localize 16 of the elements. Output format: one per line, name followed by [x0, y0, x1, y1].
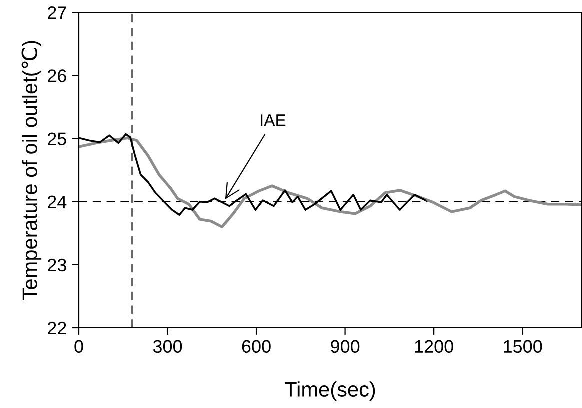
x-tick-label: 1200: [415, 340, 454, 354]
x-tick-label: 300: [153, 340, 182, 354]
x-axis-title: Time(sec): [285, 382, 376, 402]
x-tick-label: 900: [331, 340, 360, 354]
x-tick-label: 1500: [504, 340, 542, 354]
x-tick-label: 600: [242, 340, 271, 354]
y-tick-label: 27: [48, 6, 66, 20]
annotation: IAE: [261, 114, 286, 126]
y-tick-label: 22: [48, 322, 66, 335]
y-tick-label: 23: [48, 258, 66, 272]
y-tick-label: 24: [48, 196, 67, 208]
y-tick-label: 26: [48, 70, 66, 82]
x-tick-label: 0: [74, 340, 84, 354]
y-axis-title: Temperature of oil outlet(℃): [22, 41, 42, 300]
line-series: [79, 136, 582, 228]
y-tick-label: 25: [48, 132, 66, 146]
